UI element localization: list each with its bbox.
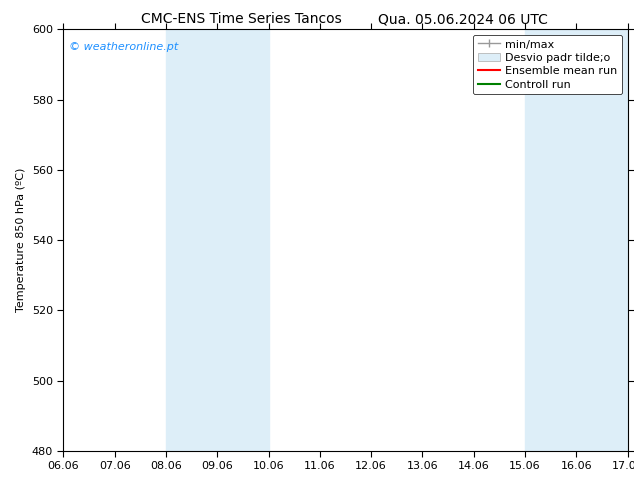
Legend: min/max, Desvio padr tilde;o, Ensemble mean run, Controll run: min/max, Desvio padr tilde;o, Ensemble m… (473, 35, 622, 94)
Bar (525, 29, 628, 451)
Text: CMC-ENS Time Series Tancos: CMC-ENS Time Series Tancos (141, 12, 341, 26)
Y-axis label: Temperature 850 hPa (ºC): Temperature 850 hPa (ºC) (16, 168, 26, 312)
Text: © weatheronline.pt: © weatheronline.pt (69, 42, 178, 52)
Bar (166, 29, 269, 451)
Text: Qua. 05.06.2024 06 UTC: Qua. 05.06.2024 06 UTC (378, 12, 548, 26)
